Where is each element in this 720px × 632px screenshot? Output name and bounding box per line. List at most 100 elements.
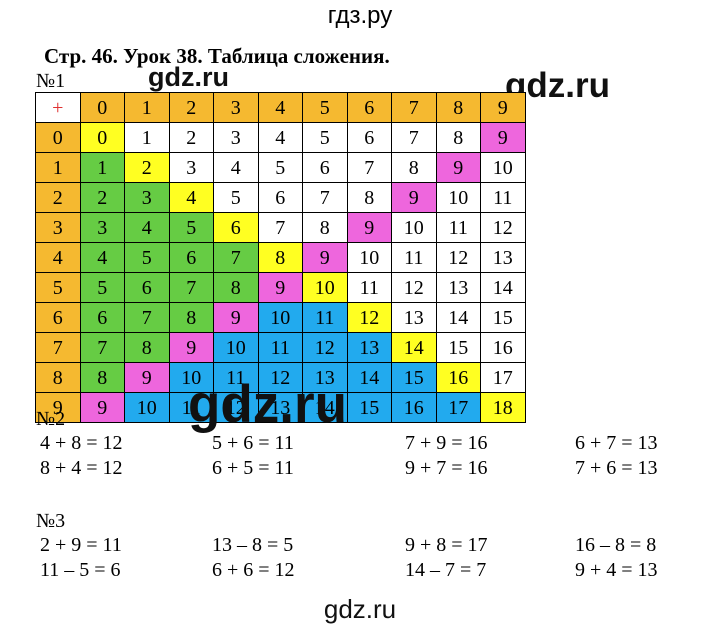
table-cell: 7 [346, 152, 392, 183]
row-header: 9 [35, 392, 81, 423]
table-cell: 13 [480, 242, 526, 273]
column-header: 8 [435, 92, 481, 123]
equation: 6 + 6 = 12 [212, 559, 295, 581]
equation: 9 + 4 = 13 [575, 559, 658, 581]
column-header: 3 [213, 92, 259, 123]
equation: 8 + 4 = 12 [40, 457, 123, 479]
table-cell: 5 [124, 242, 170, 273]
table-cell: 3 [213, 122, 259, 153]
table-cell: 8 [257, 242, 303, 273]
table-cell: 14 [480, 272, 526, 303]
table-cell: 9 [391, 182, 437, 213]
table-cell: 9 [79, 392, 125, 423]
table-cell: 8 [346, 182, 392, 213]
table-cell: 9 [257, 272, 303, 303]
row-header: 7 [35, 332, 81, 363]
row-header: 2 [35, 182, 81, 213]
table-cell: 12 [257, 362, 303, 393]
table-cell: 10 [257, 302, 303, 333]
table-cell: 6 [302, 152, 348, 183]
table-cell: 16 [391, 392, 437, 423]
table-cell: 5 [168, 212, 214, 243]
equation: 13 – 8 = 5 [212, 534, 294, 556]
table-cell: 4 [213, 152, 259, 183]
table-cell: 12 [213, 392, 259, 423]
table-cell: 11 [257, 332, 303, 363]
table-cell: 9 [435, 152, 481, 183]
table-cell: 8 [124, 332, 170, 363]
table-row: 9 9 10 11 12 13 14 15 16 17 18 [35, 392, 526, 423]
row-header: 0 [35, 122, 81, 153]
table-cell: 10 [213, 332, 259, 363]
table-cell: 9 [124, 362, 170, 393]
watermark: gdz.ru [148, 62, 229, 92]
table-cell: 13 [391, 302, 437, 333]
table-cell: 6 [257, 182, 303, 213]
equation: 11 – 5 = 6 [40, 559, 121, 581]
equation: 2 + 9 = 11 [40, 534, 122, 556]
table-header-row: +0 1 2 3 4 5 6 7 8 9 [35, 92, 526, 123]
table-cell: 9 [168, 332, 214, 363]
page-title: Стр. 46. Урок 38. Таблица сложения. [44, 44, 390, 68]
table-cell: 8 [168, 302, 214, 333]
table-cell: 13 [346, 332, 392, 363]
equation: 9 + 8 = 17 [405, 534, 488, 556]
column-header: 4 [257, 92, 303, 123]
table-cell: 8 [435, 122, 481, 153]
column-header: 7 [391, 92, 437, 123]
table-cell: 11 [391, 242, 437, 273]
table-cell: 4 [79, 242, 125, 273]
row-header: 5 [35, 272, 81, 303]
table-cell: 9 [213, 302, 259, 333]
table-cell: 7 [213, 242, 259, 273]
table-cell: 6 [346, 122, 392, 153]
table-cell: 14 [346, 362, 392, 393]
column-header: 6 [346, 92, 392, 123]
table-cell: 4 [168, 182, 214, 213]
table-cell: 0 [79, 122, 125, 153]
table-cell: 4 [257, 122, 303, 153]
table-row: 8 8 9 10 11 12 13 14 15 16 17 [35, 362, 526, 393]
table-cell: 6 [124, 272, 170, 303]
table-cell: 15 [346, 392, 392, 423]
row-header: 8 [35, 362, 81, 393]
table-cell: 12 [346, 302, 392, 333]
table-cell: 11 [213, 362, 259, 393]
table-cell: 11 [346, 272, 392, 303]
equation: 4 + 8 = 12 [40, 432, 123, 454]
table-cell: 10 [124, 392, 170, 423]
table-cell: 10 [391, 212, 437, 243]
table-cell: 12 [480, 212, 526, 243]
table-row: 4 4 5 6 7 8 9 10 11 12 13 [35, 242, 526, 273]
row-header: 1 [35, 152, 81, 183]
table-cell: 3 [168, 152, 214, 183]
table-cell: 8 [391, 152, 437, 183]
table-cell: 17 [435, 392, 481, 423]
table-cell: 12 [302, 332, 348, 363]
table-cell: 10 [435, 182, 481, 213]
table-row: 5 5 6 7 8 9 10 11 12 13 14 [35, 272, 526, 303]
column-header: 5 [302, 92, 348, 123]
table-cell: 6 [213, 212, 259, 243]
table-cell: 14 [391, 332, 437, 363]
table-cell: 15 [391, 362, 437, 393]
equation: 7 + 6 = 13 [575, 457, 658, 479]
equation: 5 + 6 = 11 [212, 432, 294, 454]
table-cell: 10 [480, 152, 526, 183]
table-cell: 11 [435, 212, 481, 243]
table-row: 6 6 7 8 9 10 11 12 13 14 15 [35, 302, 526, 333]
task3-label: №3 [36, 510, 66, 532]
table-cell: 1 [124, 122, 170, 153]
column-header: 9 [480, 92, 526, 123]
corner-plus: + [35, 92, 81, 123]
task2-label: №2 [36, 408, 66, 430]
table-cell: 4 [124, 212, 170, 243]
table-cell: 7 [124, 302, 170, 333]
table-cell: 6 [79, 302, 125, 333]
table-cell: 7 [391, 122, 437, 153]
table-cell: 15 [435, 332, 481, 363]
table-cell: 7 [168, 272, 214, 303]
table-cell: 12 [391, 272, 437, 303]
table-cell: 12 [435, 242, 481, 273]
